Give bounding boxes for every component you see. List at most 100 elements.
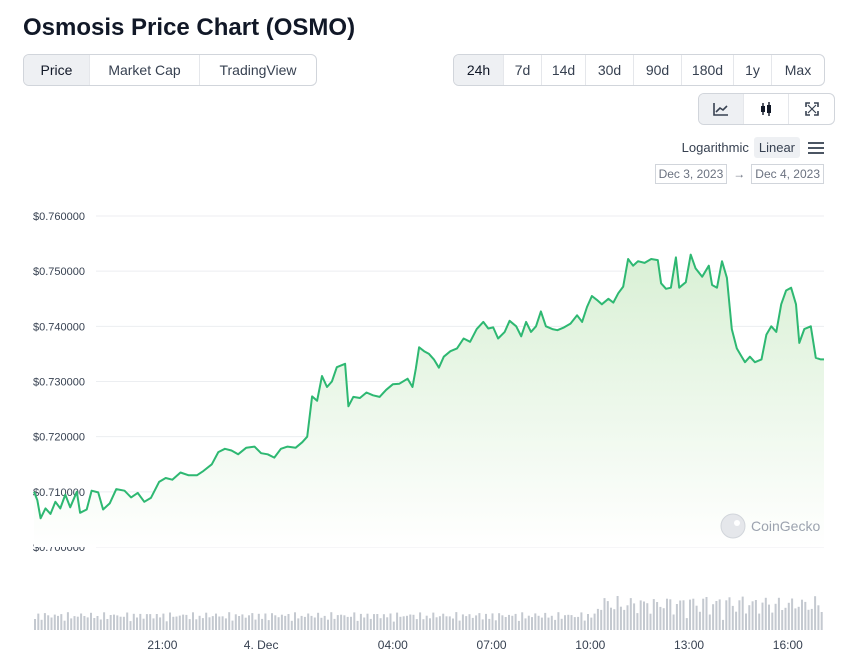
time-range-tabs: 24h 7d 14d 30d 90d 180d 1y Max	[453, 54, 825, 86]
volume-bar	[313, 617, 316, 630]
volume-bar	[37, 613, 40, 630]
volume-bar	[106, 619, 109, 630]
volume-bar	[119, 616, 122, 630]
volume-bar	[366, 613, 369, 630]
volume-bar	[573, 617, 576, 630]
volume-bar	[386, 617, 389, 630]
volume-bar	[606, 601, 609, 630]
volume-bar	[801, 599, 803, 630]
linear-option[interactable]: Linear	[753, 137, 800, 158]
volume-bar	[623, 609, 626, 630]
volume-bar	[448, 616, 451, 630]
volume-bar	[369, 618, 372, 630]
volume-bar	[132, 613, 135, 630]
volume-bar	[126, 612, 129, 630]
range-30d[interactable]: 30d	[586, 55, 634, 85]
volume-bar	[745, 613, 747, 630]
volume-bar	[639, 600, 642, 630]
x-tick-label: 10:00	[575, 638, 605, 652]
volume-bar	[277, 617, 280, 630]
volume-bar	[547, 617, 550, 630]
volume-bar	[145, 614, 148, 630]
logarithmic-option[interactable]: Logarithmic	[681, 140, 749, 155]
volume-bar	[619, 606, 622, 630]
volume-bar	[787, 602, 790, 630]
x-tick-label: 07:00	[477, 638, 507, 652]
volume-bar	[192, 612, 194, 630]
volume-bar	[274, 615, 277, 630]
volume-bar	[521, 612, 524, 630]
coingecko-logo-icon	[720, 513, 746, 539]
volume-bar	[224, 618, 227, 630]
volume-bar	[613, 609, 616, 630]
scale-selector: Logarithmic Linear	[677, 137, 824, 158]
volume-bar	[685, 618, 688, 630]
volume-bar	[643, 601, 645, 630]
volume-bar	[544, 612, 547, 630]
tab-price[interactable]: Price	[24, 55, 90, 85]
price-line	[33, 253, 824, 520]
volume-bar	[438, 616, 441, 630]
tab-tradingview[interactable]: TradingView	[219, 62, 297, 78]
y-tick-label: $0.740000	[33, 321, 85, 333]
volume-bar	[590, 617, 593, 630]
volume-bar	[679, 600, 682, 630]
range-7d[interactable]: 7d	[504, 55, 542, 85]
volume-bar	[57, 615, 59, 630]
candlestick-icon	[761, 102, 771, 116]
y-tick-label: $0.700000	[33, 542, 85, 554]
volume-bar	[475, 615, 478, 630]
volume-bar	[731, 605, 734, 630]
volume-bar	[251, 613, 254, 630]
volume-bar	[580, 612, 583, 630]
volume-bar	[662, 608, 665, 630]
volume-bar	[567, 614, 570, 630]
volume-bar	[722, 619, 724, 630]
volume-bar	[201, 618, 204, 630]
volume-bar	[735, 611, 738, 630]
date-to-input[interactable]: Dec 4, 2023	[751, 164, 824, 184]
range-90d[interactable]: 90d	[634, 55, 682, 85]
volume-bar	[53, 614, 56, 630]
volume-bar	[218, 616, 221, 630]
volume-bar	[537, 615, 540, 630]
range-24h[interactable]: 24h	[454, 55, 504, 85]
volume-bar	[508, 614, 510, 630]
tab-market-cap[interactable]: Market Cap	[90, 55, 200, 85]
volume-bar	[442, 613, 445, 630]
volume-bar	[185, 614, 188, 630]
volume-bar	[629, 598, 632, 630]
range-14d[interactable]: 14d	[542, 55, 586, 85]
volume-bar	[415, 619, 418, 630]
candlestick-button[interactable]	[744, 94, 789, 124]
volume-bar	[550, 615, 553, 630]
range-1y[interactable]: 1y	[734, 55, 772, 85]
volume-bar	[524, 618, 527, 630]
x-tick-label: 13:00	[674, 638, 704, 652]
range-180d[interactable]: 180d	[682, 55, 734, 85]
volume-bar	[422, 619, 425, 630]
volume-bar	[452, 618, 454, 630]
range-max[interactable]: Max	[784, 62, 812, 78]
volume-bar	[373, 614, 375, 630]
y-tick-label: $0.750000	[33, 266, 85, 278]
date-from-input[interactable]: Dec 3, 2023	[654, 164, 728, 184]
volume-bar	[494, 620, 497, 630]
fullscreen-button[interactable]	[789, 94, 834, 124]
volume-bar	[320, 617, 323, 630]
hamburger-menu-icon[interactable]	[808, 141, 824, 154]
volume-bar	[728, 597, 731, 630]
volume-bar	[784, 607, 787, 630]
volume-bar	[188, 619, 191, 630]
line-chart-button[interactable]	[699, 94, 744, 124]
volume-bar	[764, 597, 767, 630]
volume-bar	[659, 606, 662, 630]
volume-bar	[136, 617, 138, 630]
volume-bar	[754, 600, 757, 630]
page-title: Osmosis Price Chart (OSMO)	[23, 14, 356, 41]
volume-bar	[540, 617, 543, 630]
volume-bar	[261, 618, 264, 630]
volume-bar	[80, 613, 83, 630]
volume-bar	[777, 597, 780, 630]
volume-bar	[63, 620, 66, 630]
